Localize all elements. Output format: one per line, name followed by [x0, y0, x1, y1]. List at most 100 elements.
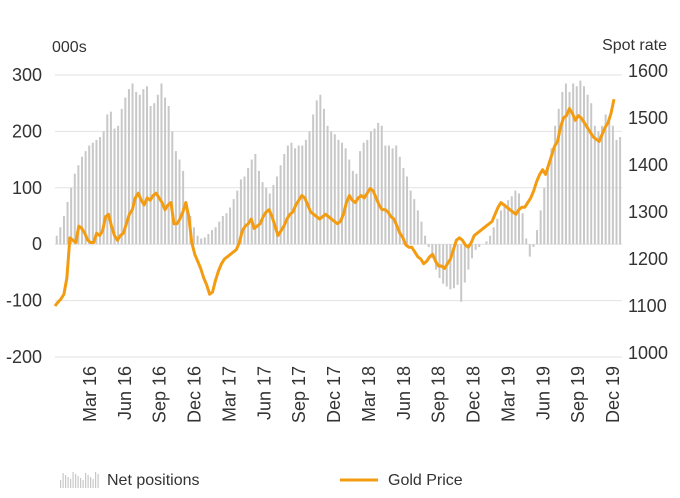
net-position-bar [413, 199, 416, 245]
x-tick-label: Dec 16 [185, 366, 205, 423]
net-position-bar [514, 190, 517, 245]
net-position-bar [550, 148, 553, 245]
net-position-bar [120, 108, 123, 245]
net-position-bar [55, 235, 58, 245]
net-position-bar [590, 103, 593, 245]
net-position-bar [312, 114, 315, 245]
net-position-bar [387, 145, 390, 245]
legend-swatch-bar [77, 476, 79, 488]
x-tick-label: Mar 16 [80, 366, 100, 422]
net-position-bar [398, 156, 401, 245]
net-position-bar [492, 227, 495, 245]
legend-swatch-bar [67, 477, 69, 488]
net-position-bar [250, 159, 253, 245]
net-position-bar [142, 89, 145, 245]
x-tick-label: Mar 17 [220, 366, 240, 422]
legend-swatch-bar [72, 472, 74, 488]
net-position-bar [62, 216, 65, 245]
net-position-bar [333, 134, 336, 245]
net-position-bar [319, 94, 322, 245]
net-position-bar [127, 89, 130, 245]
legend-swatch-bar [82, 480, 84, 488]
x-axis-ticks: Mar 16 Jun 16 Sep 16 Dec 16 Mar 17 Jun 17 Sep … [80, 366, 623, 423]
legend-swatch-bar [95, 472, 97, 488]
legend-label-net-positions: Net positions [107, 472, 200, 489]
right-axis-ticks: 1600 1500 1400 1300 1200 1100 1000 [628, 61, 668, 363]
net-position-bar [384, 145, 387, 245]
net-position-bar [185, 204, 188, 245]
net-position-bar [471, 244, 474, 259]
net-position-bar [330, 131, 333, 245]
x-tick-label: Dec 18 [464, 366, 484, 423]
net-position-bar [106, 114, 109, 245]
net-position-bar [546, 165, 549, 245]
net-position-bar [254, 153, 257, 245]
net-position-bar [579, 80, 582, 245]
net-position-bar [561, 91, 564, 245]
net-position-bar [373, 128, 376, 245]
net-position-bar [124, 97, 127, 245]
net-position-bar [178, 159, 181, 245]
net-position-bar [232, 199, 235, 245]
left-tick-label: -200 [6, 347, 42, 367]
net-position-bar [377, 122, 380, 245]
net-position-bar [113, 128, 116, 245]
net-position-bar [539, 210, 542, 245]
net-position-bar [207, 234, 210, 245]
net-position-bar [536, 230, 539, 245]
net-position-bar [593, 125, 596, 245]
net-position-bar [442, 244, 445, 284]
net-position-bar [247, 168, 250, 245]
net-position-bar [460, 244, 463, 302]
net-position-bar [117, 125, 120, 245]
net-position-bar [272, 184, 275, 245]
net-position-bar [517, 193, 520, 245]
net-position-bar [261, 182, 264, 245]
net-position-bar [449, 244, 452, 290]
x-tick-label: Jun 19 [533, 366, 553, 420]
net-position-bar [452, 244, 455, 289]
net-position-bar [355, 173, 358, 245]
net-position-bar [557, 108, 560, 245]
net-position-bar [467, 244, 470, 270]
net-position-bar [164, 97, 167, 245]
net-position-bar [478, 244, 481, 248]
right-tick-label: 1600 [628, 61, 668, 81]
net-position-bar [409, 190, 412, 245]
x-tick-label: Sep 19 [568, 366, 588, 423]
net-position-bar [239, 179, 242, 245]
x-tick-label: Sep 16 [150, 366, 170, 423]
net-position-bar [326, 125, 329, 245]
x-tick-label: Sep 17 [289, 366, 309, 423]
right-tick-label: 1300 [628, 202, 668, 222]
legend-label-gold-price: Gold Price [388, 472, 463, 489]
net-positions-bars [55, 80, 622, 302]
legend-swatch-bar [92, 479, 94, 488]
net-position-bar [424, 235, 427, 245]
legend: Net positions Gold Price [60, 472, 463, 489]
net-position-bar [171, 131, 174, 245]
net-position-bar [532, 244, 535, 248]
net-position-bar [109, 111, 112, 245]
net-position-bar [583, 86, 585, 245]
net-position-bar [510, 196, 513, 245]
left-axis-unit: 000s [52, 39, 87, 56]
net-position-bar [66, 201, 69, 245]
net-position-bar [543, 187, 546, 245]
legend-swatch-net-positions [60, 472, 99, 488]
net-position-bar [290, 142, 293, 245]
net-position-bar [438, 244, 441, 279]
left-tick-label: 0 [32, 234, 42, 254]
net-position-bar [203, 237, 206, 245]
net-position-bar [431, 244, 434, 259]
net-position-bar [499, 210, 502, 245]
net-position-bar [146, 86, 148, 245]
net-position-bar [149, 106, 152, 245]
net-position-bar [395, 145, 398, 245]
net-position-bar [604, 114, 607, 245]
net-position-bar [268, 193, 271, 245]
net-position-bar [344, 148, 347, 245]
net-position-bar [554, 125, 557, 245]
net-position-bar [525, 238, 528, 245]
net-position-bar [200, 238, 203, 245]
